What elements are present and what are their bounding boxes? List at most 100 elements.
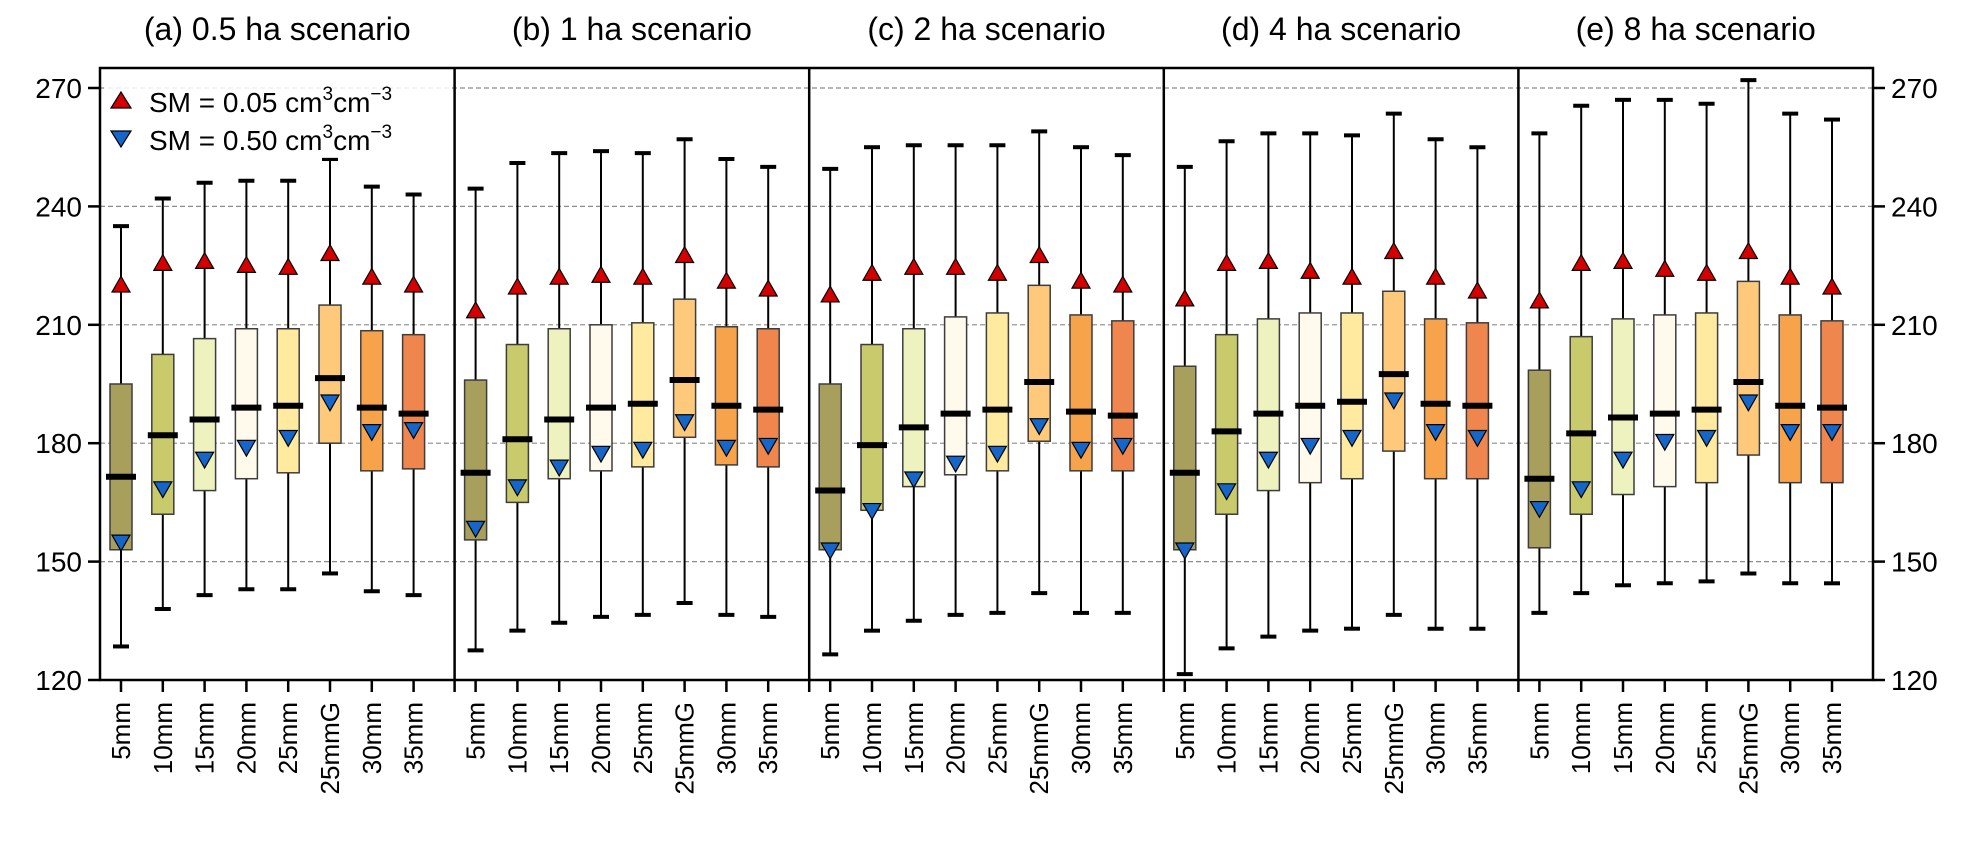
box — [714, 326, 739, 466]
box-group — [502, 160, 533, 633]
sm005-marker — [403, 275, 424, 293]
sm005-marker — [1258, 251, 1279, 270]
sm005-marker — [1612, 251, 1634, 270]
box-group — [106, 224, 136, 649]
sm005-marker — [236, 255, 257, 273]
y-tick-label-right: 180 — [1891, 428, 1938, 459]
box-group — [1253, 131, 1284, 639]
x-tick-label: 30mm — [1775, 702, 1805, 774]
sm050-marker — [1383, 392, 1404, 410]
x-tick-label: 30mm — [1421, 702, 1451, 774]
sm050-marker — [549, 459, 570, 478]
x-tick-label: 20mm — [231, 702, 261, 774]
sm050-marker — [1738, 394, 1759, 412]
x-tick-label: 25mm — [1692, 702, 1722, 774]
x-tick-label: 15mm — [899, 702, 929, 774]
x-tick-label: 35mm — [1462, 702, 1492, 774]
x-tick-label: 5mm — [1170, 702, 1200, 760]
y-tick-label-right: 150 — [1891, 547, 1938, 578]
y-tick-label-right: 210 — [1891, 310, 1938, 341]
sm050-marker — [1029, 418, 1050, 436]
sm050-marker — [319, 394, 341, 412]
box-group — [815, 166, 846, 657]
x-tick-label: 25mmG — [1379, 702, 1409, 794]
sm005-marker — [1174, 288, 1195, 307]
sm005-marker — [1383, 241, 1404, 260]
box — [1069, 314, 1093, 472]
sm005-marker — [319, 243, 341, 262]
x-tick-label: 25mm — [982, 702, 1012, 774]
box-group — [1649, 97, 1680, 586]
box-group — [273, 178, 304, 592]
legend-item-sm005: SM = 0.05 cm3cm−3 — [109, 84, 392, 118]
box-group — [711, 157, 742, 617]
box-group — [356, 184, 387, 594]
x-tick-label: 10mm — [502, 702, 532, 774]
x-axes: 5mm 10mm 15mm 20mm 25mm 25mmG 30mm 35mm 5mm 10mm 1… — [106, 680, 1847, 794]
x-tick-label: 10mm — [1566, 702, 1596, 774]
box — [1111, 320, 1135, 472]
triangle-up-icon — [109, 90, 133, 109]
y-tick-label-left: 120 — [35, 665, 82, 696]
x-tick-label: 15mm — [544, 702, 574, 774]
sm005-marker — [152, 253, 173, 271]
box — [1778, 314, 1802, 484]
sm050-marker — [1696, 429, 1717, 448]
sm005-marker — [903, 257, 924, 275]
legend-label-text: cm — [333, 87, 370, 118]
box — [1820, 320, 1844, 484]
box-group — [669, 137, 700, 606]
x-tick-label: 20mm — [1650, 702, 1680, 774]
box-group — [982, 143, 1013, 615]
box-group — [189, 180, 220, 598]
x-tick-label: 25mmG — [315, 702, 345, 794]
x-tick-label: 25mmG — [1024, 702, 1054, 794]
x-tick-label: 5mm — [1524, 702, 1554, 760]
x-tick-label: 20mm — [1295, 702, 1325, 774]
x-tick-label: 35mm — [1108, 702, 1138, 774]
x-tick-label: 15mm — [190, 702, 220, 774]
box-group — [586, 149, 616, 619]
box-group — [1420, 137, 1451, 631]
x-tick-label: 30mm — [1066, 702, 1096, 774]
y-tick-label-left: 240 — [35, 191, 82, 222]
box — [1256, 318, 1281, 492]
x-tick-label: 35mm — [1817, 702, 1847, 774]
sm005-marker — [1216, 253, 1237, 271]
box-group — [147, 196, 178, 611]
x-tick-label: 25mmG — [670, 702, 700, 794]
box-group — [1024, 129, 1055, 596]
sm050-marker — [632, 441, 653, 460]
sm050-marker — [1821, 424, 1843, 442]
sm005-marker — [549, 267, 570, 285]
y-tick-label-right: 270 — [1891, 73, 1938, 104]
sm050-marker — [758, 437, 779, 456]
sm005-marker — [590, 265, 612, 283]
legend-label-text: SM = 0.50 cm — [149, 125, 323, 156]
x-tick-label: 10mm — [1212, 702, 1242, 774]
box-group — [1691, 101, 1722, 584]
sm050-marker — [820, 542, 841, 560]
y-tick-label-right: 120 — [1891, 665, 1938, 696]
box — [943, 316, 968, 476]
box — [1527, 369, 1552, 549]
box — [902, 327, 926, 488]
y-axes: 120 120 150 150 180 180 210 210 240 240 270 270 — [35, 73, 1937, 696]
x-tick-label: 30mm — [711, 702, 741, 774]
sm050-marker — [903, 471, 924, 489]
box-group — [231, 178, 262, 592]
sm005-marker — [716, 271, 737, 289]
box — [463, 379, 488, 541]
box — [1611, 318, 1635, 496]
box — [1736, 280, 1761, 456]
box-group — [1169, 164, 1200, 677]
legend-label-sup: 3 — [323, 84, 334, 105]
axes-frame — [98, 66, 1875, 692]
box — [401, 333, 426, 470]
legend: SM = 0.05 cm3cm−3 SM = 0.50 cm3cm−3 — [104, 72, 449, 158]
box — [505, 343, 530, 504]
legend-background — [104, 72, 449, 158]
sm005-marker — [632, 267, 653, 285]
sm050-marker — [1529, 500, 1550, 519]
panel-title: (c) 2 ha scenario — [867, 11, 1105, 47]
